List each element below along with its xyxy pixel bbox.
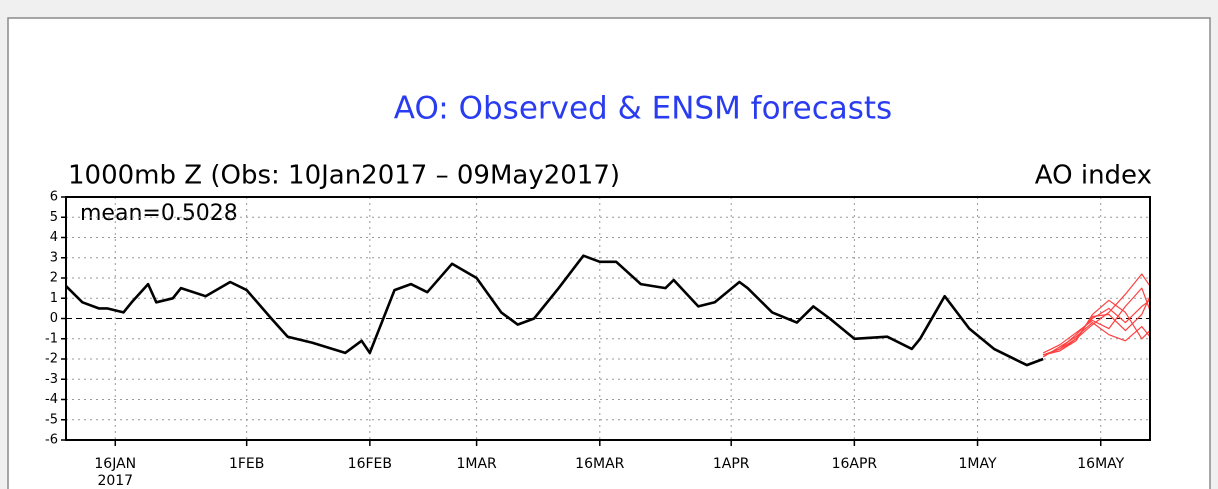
forecast-line <box>1042 287 1151 354</box>
y-tick-label: 0 <box>50 311 58 326</box>
chart-subtitle: 1000mb Z (Obs: 10Jan2017 – 09May2017) <box>68 161 620 191</box>
mean-annotation: mean=0.5028 <box>80 201 238 226</box>
y-tick-label: 2 <box>50 271 58 286</box>
forecast-line <box>1042 295 1151 356</box>
observed-line <box>65 254 1044 367</box>
x-tick-label: 1FEB <box>229 456 264 472</box>
x-tick-label: 16APR <box>832 456 878 472</box>
y-tick-label: 5 <box>50 210 58 225</box>
x-tick-label: 1APR <box>713 456 750 472</box>
x-tick-label: 1MAR <box>456 456 497 472</box>
x-tick-label: 16MAR <box>575 456 624 472</box>
y-tick-label: 1 <box>50 291 58 306</box>
y-tick-label: -3 <box>45 372 58 387</box>
y-tick-label: 4 <box>50 230 58 245</box>
y-tick-label: -5 <box>45 412 58 427</box>
x-tick-label: 1MAY <box>959 456 997 472</box>
plot-frame <box>65 196 1151 441</box>
chart-panel <box>7 17 1211 489</box>
x-tick-sublabel: 2017 <box>97 473 133 489</box>
x-tick-label: 16JAN <box>94 456 136 472</box>
chart-title: AO: Observed & ENSM forecasts <box>394 91 892 127</box>
index-label: AO index <box>1035 161 1152 191</box>
y-tick-label: -2 <box>45 352 58 367</box>
x-tick-label: 16MAY <box>1077 456 1124 472</box>
x-tick-label: 16FEB <box>348 456 392 472</box>
y-tick-label: 6 <box>50 190 58 205</box>
forecast-line <box>1042 322 1151 358</box>
y-tick-label: -4 <box>45 392 58 407</box>
y-tick-label: 3 <box>50 250 58 265</box>
y-tick-label: -1 <box>45 331 58 346</box>
y-tick-label: -6 <box>45 433 58 448</box>
forecast-line <box>1043 299 1151 356</box>
